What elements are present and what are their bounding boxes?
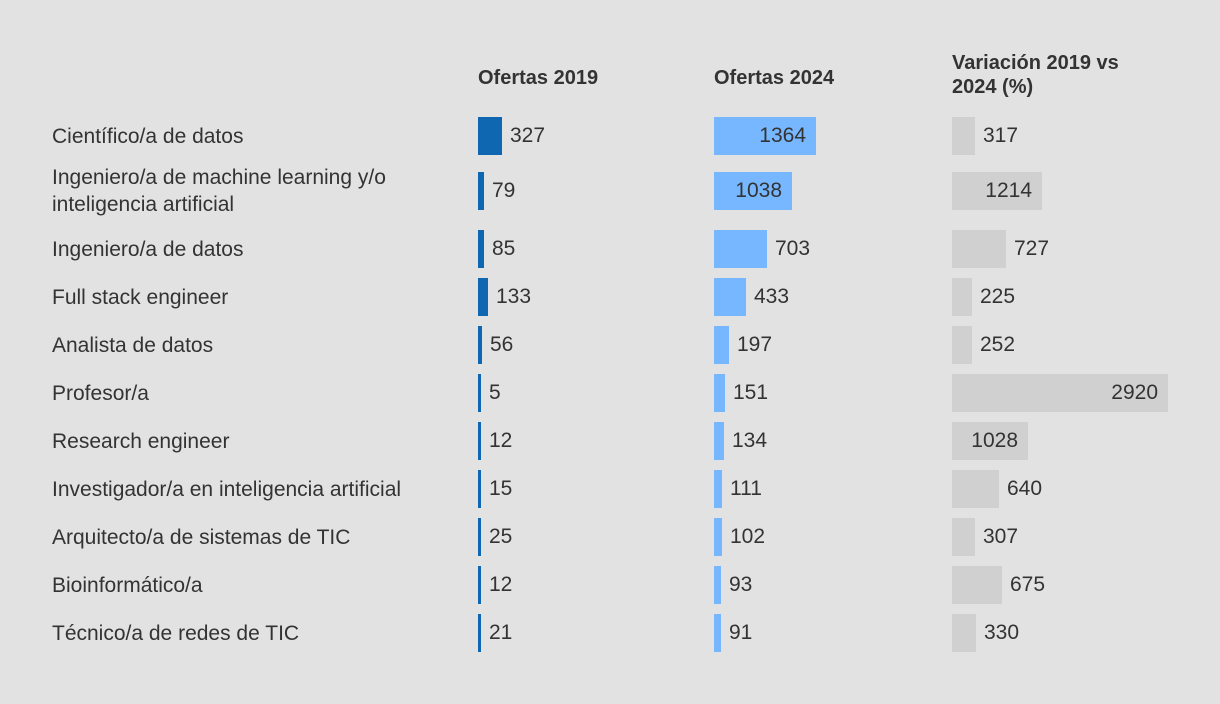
header-variacion: Variación 2019 vs 2024 (%)	[952, 52, 1119, 98]
value-label-var: 2920	[1111, 381, 1158, 404]
value-label-var: 225	[980, 285, 1016, 308]
header-ofertas-2024: Ofertas 2024	[714, 67, 835, 89]
value-label-var: 1028	[971, 429, 1018, 452]
value-label-o2024: 91	[729, 621, 753, 644]
bar-o2024	[714, 230, 767, 268]
value-label-var: 252	[980, 333, 1016, 356]
bar-o2024	[714, 566, 721, 604]
row-label: Bioinformático/a	[52, 573, 203, 597]
value-label-o2019: 15	[489, 477, 513, 500]
value-label-o2024: 197	[737, 333, 773, 356]
bar-o2019	[478, 172, 484, 210]
value-label-o2019: 79	[492, 179, 516, 202]
bar-var	[952, 230, 1006, 268]
bar-o2024	[714, 470, 722, 508]
bar-var	[952, 518, 975, 556]
value-label-var: 307	[983, 525, 1019, 548]
value-label-o2019: 85	[492, 237, 516, 260]
value-label-o2024: 433	[754, 285, 790, 308]
value-label-o2024: 102	[730, 525, 766, 548]
bar-o2024	[714, 117, 816, 155]
value-label-o2019: 5	[489, 381, 501, 404]
bar-o2024	[714, 518, 722, 556]
bar-o2019	[478, 422, 481, 460]
bar-o2024	[714, 422, 724, 460]
bar-o2024	[714, 374, 725, 412]
value-label-o2024: 1364	[759, 124, 806, 147]
bar-var	[952, 172, 1042, 210]
row-label: Research engineer	[52, 429, 230, 453]
value-label-o2024: 134	[732, 429, 768, 452]
bar-o2019	[478, 374, 481, 412]
value-label-o2024: 703	[775, 237, 811, 260]
row-label: Ingeniero/a de datos	[52, 237, 244, 261]
header-ofertas-2019: Ofertas 2019	[478, 67, 599, 89]
value-label-o2024: 111	[730, 477, 762, 500]
bar-o2019	[478, 230, 484, 268]
bar-var	[952, 117, 975, 155]
bar-var	[952, 422, 1028, 460]
row-label: Ingeniero/a de machine learning y/o inte…	[52, 166, 386, 216]
bar-o2024	[714, 278, 746, 316]
bar-var	[952, 470, 999, 508]
value-label-o2019: 25	[489, 525, 513, 548]
value-label-o2024: 1038	[735, 179, 782, 202]
bar-o2019	[478, 117, 502, 155]
row-label: Full stack engineer	[52, 285, 229, 309]
value-label-o2019: 327	[510, 124, 546, 147]
value-label-o2019: 21	[489, 621, 513, 644]
bar-var	[952, 566, 1002, 604]
value-label-o2024: 93	[729, 573, 753, 596]
row-label: Científico/a de datos	[52, 124, 244, 148]
bar-o2019	[478, 326, 482, 364]
bar-o2019	[478, 518, 481, 556]
bar-o2024	[714, 172, 792, 210]
value-label-o2024: 151	[733, 381, 769, 404]
bar-o2024	[714, 326, 729, 364]
bar-var	[952, 326, 972, 364]
value-label-o2019: 12	[489, 429, 513, 452]
value-label-o2019: 56	[490, 333, 514, 356]
row-label: Arquitecto/a de sistemas de TIC	[52, 525, 351, 549]
bar-o2019	[478, 566, 481, 604]
bar-var	[952, 614, 976, 652]
row-label: Profesor/a	[52, 381, 149, 405]
row-label: Analista de datos	[52, 333, 214, 357]
row-label: Técnico/a de redes de TIC	[52, 621, 300, 645]
bar-o2019	[478, 470, 481, 508]
bar-o2019	[478, 614, 481, 652]
value-label-var: 640	[1007, 477, 1043, 500]
value-label-var: 675	[1010, 573, 1046, 596]
value-label-var: 727	[1014, 237, 1050, 260]
value-label-var: 330	[984, 621, 1020, 644]
row-label: Investigador/a en inteligencia artificia…	[52, 477, 402, 501]
bar-o2024	[714, 614, 721, 652]
value-label-o2019: 133	[496, 285, 532, 308]
value-label-var: 1214	[985, 179, 1032, 202]
bar-o2019	[478, 278, 488, 316]
bar-var	[952, 374, 1168, 412]
value-label-var: 317	[983, 124, 1019, 147]
value-label-o2019: 12	[489, 573, 513, 596]
bar-var	[952, 278, 972, 316]
